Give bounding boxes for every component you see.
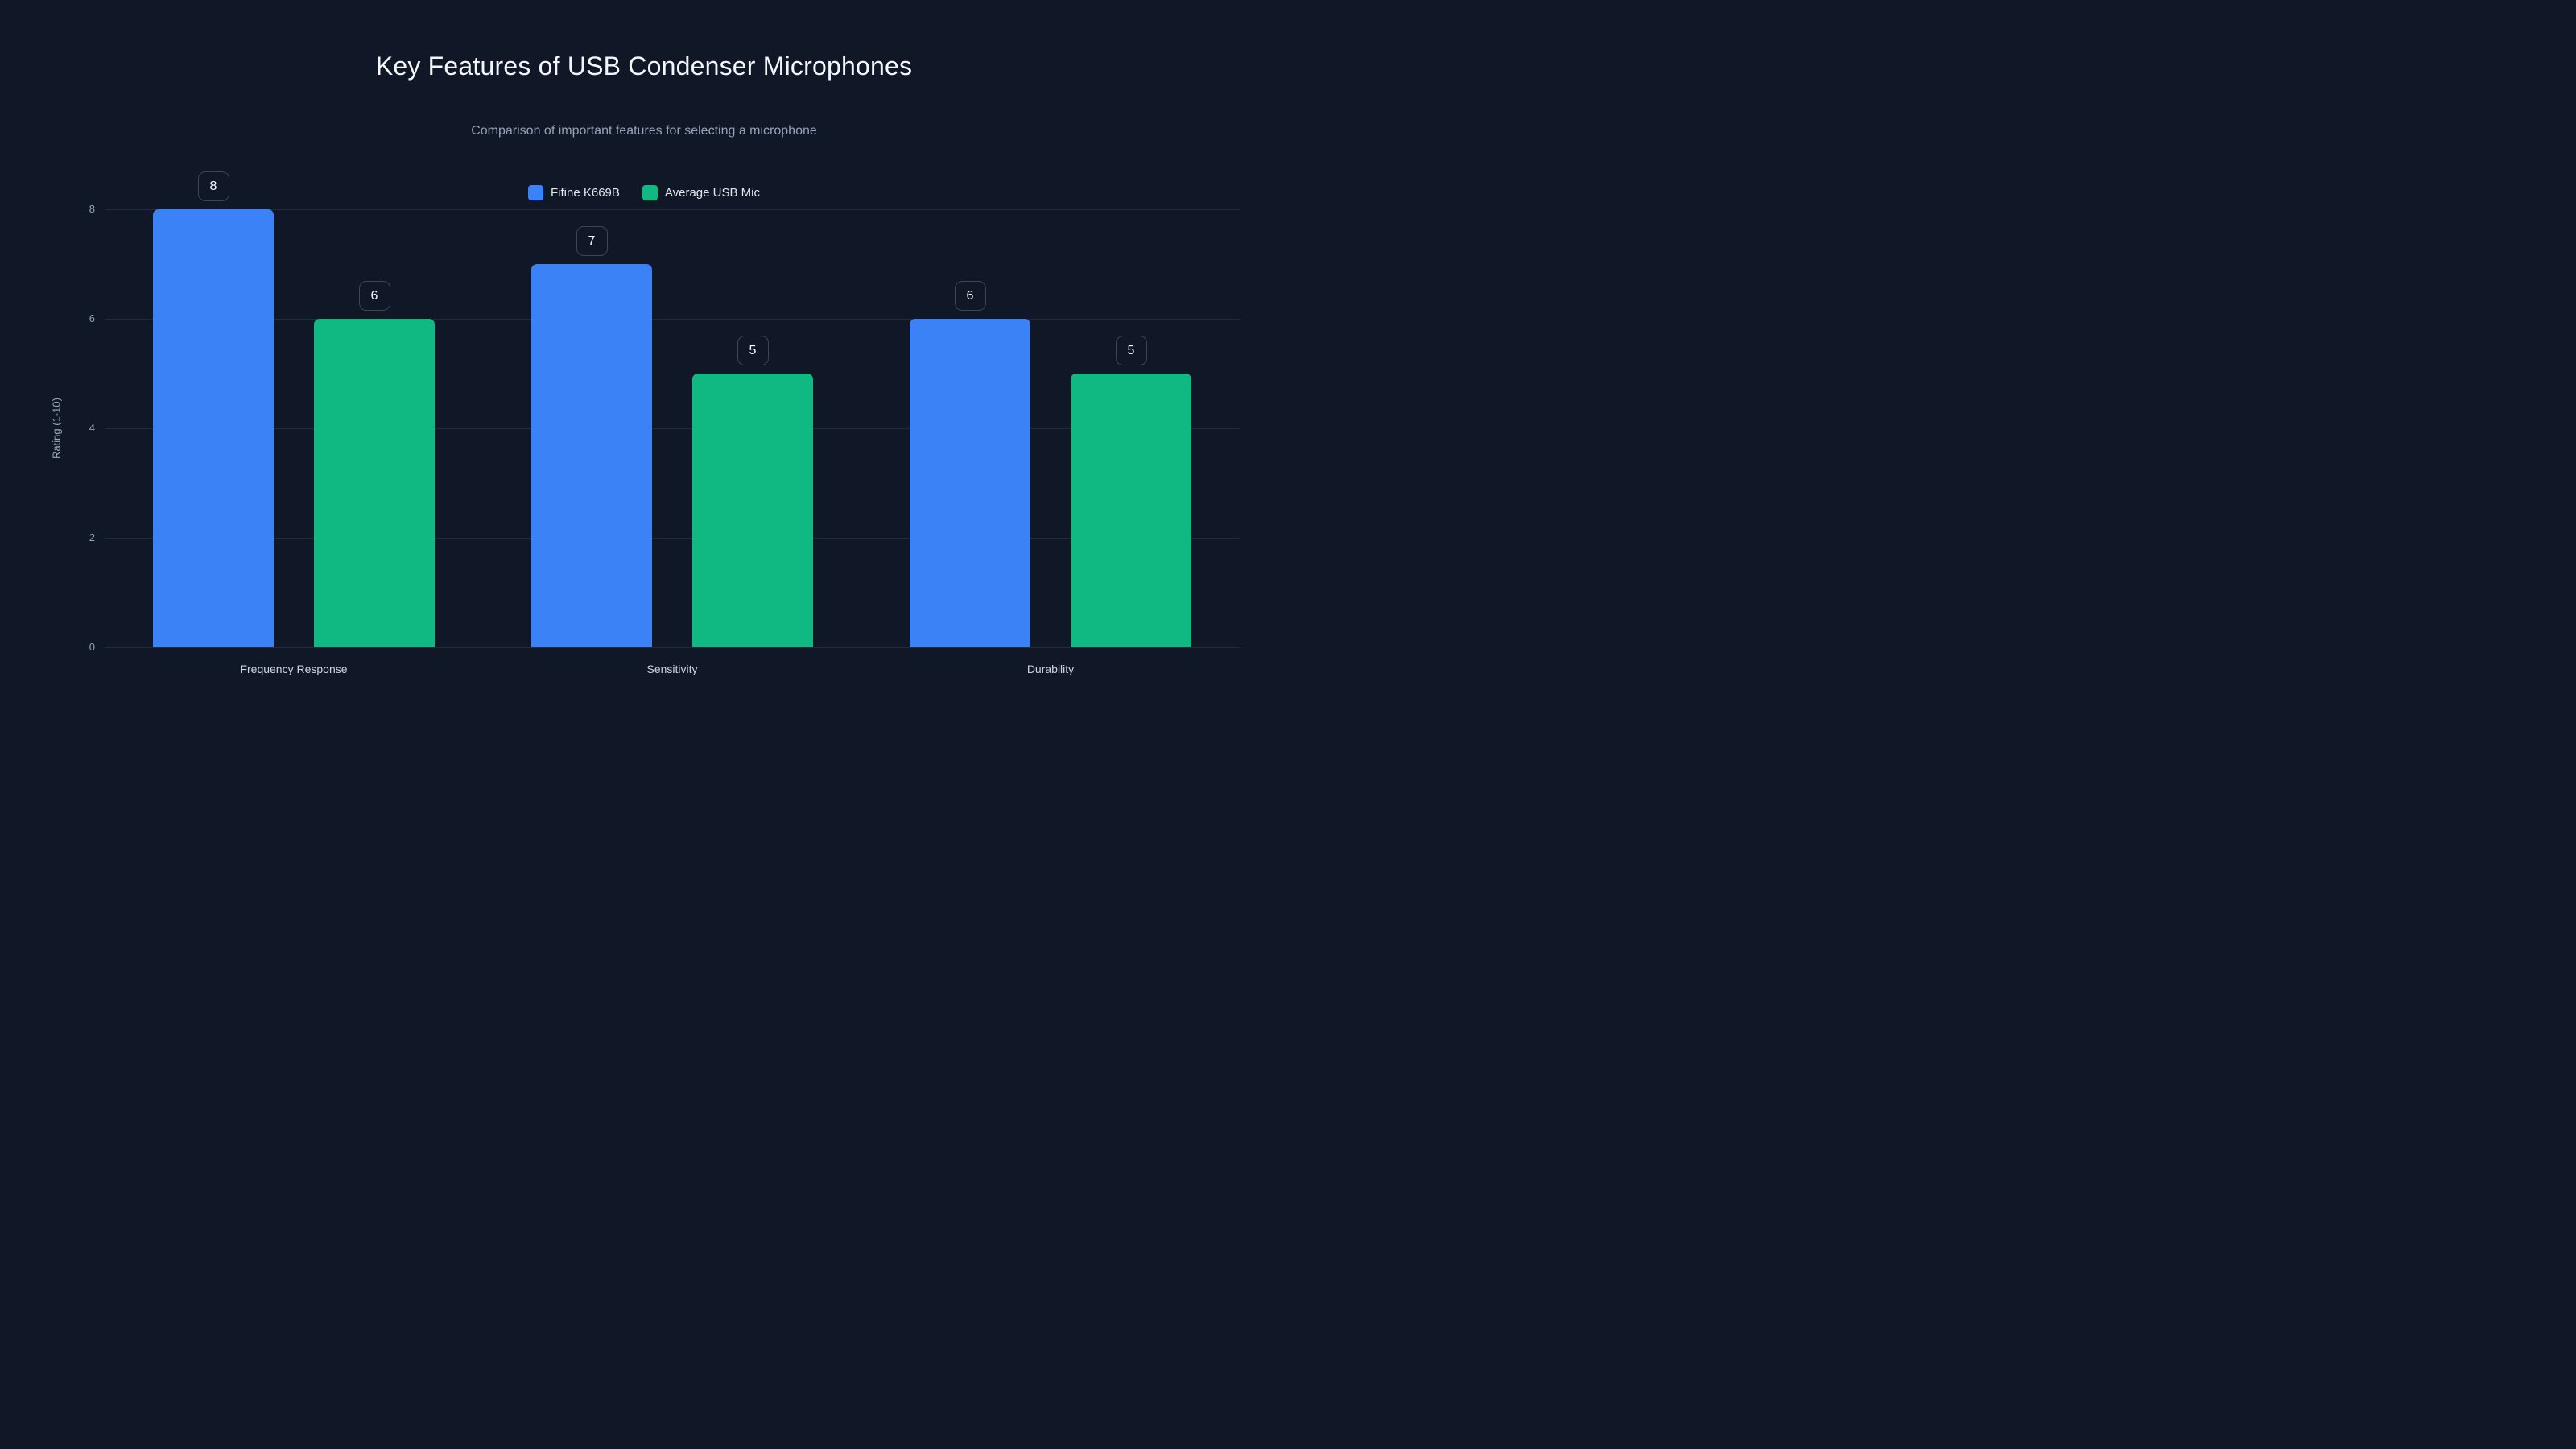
gridline-y-8 bbox=[105, 209, 1240, 210]
x-category-label: Durability bbox=[1026, 663, 1075, 675]
value-badge: 5 bbox=[737, 336, 769, 365]
legend-label: Average USB Mic bbox=[664, 186, 760, 200]
legend-item-fifine-k669b[interactable]: Fifine K669B bbox=[528, 185, 620, 200]
y-tick-label: 6 bbox=[89, 312, 95, 324]
value-badge: 7 bbox=[576, 226, 608, 256]
x-category-label: Sensitivity bbox=[646, 663, 698, 675]
x-category-label: Frequency Response bbox=[240, 663, 348, 675]
gridline-y-4 bbox=[105, 428, 1240, 429]
y-tick-label: 2 bbox=[89, 531, 95, 543]
y-tick-label: 0 bbox=[89, 641, 95, 653]
value-badge: 8 bbox=[197, 171, 229, 201]
bar-fifine-k669b-frequency-response bbox=[153, 209, 274, 647]
legend-swatch bbox=[528, 185, 543, 200]
gridline-y-2 bbox=[105, 538, 1240, 539]
bar-fifine-k669b-sensitivity bbox=[531, 264, 652, 647]
gridline-y-6 bbox=[105, 319, 1240, 320]
legend-item-average-usb-mic[interactable]: Average USB Mic bbox=[642, 185, 760, 200]
bar-average-usb-mic-sensitivity bbox=[692, 374, 813, 647]
legend: Fifine K669B Average USB Mic bbox=[0, 185, 1288, 200]
gridline-y-0 bbox=[105, 647, 1240, 648]
legend-swatch bbox=[642, 185, 658, 200]
legend-label: Fifine K669B bbox=[551, 186, 620, 200]
bar-fifine-k669b-durability bbox=[910, 319, 1030, 647]
bar-average-usb-mic-frequency-response bbox=[314, 319, 435, 647]
chart-title: Key Features of USB Condenser Microphone… bbox=[375, 52, 913, 80]
value-badge: 5 bbox=[1115, 336, 1147, 365]
value-badge: 6 bbox=[358, 281, 390, 311]
value-badge: 6 bbox=[954, 281, 986, 311]
bar-average-usb-mic-durability bbox=[1071, 374, 1191, 647]
y-tick-label: 8 bbox=[89, 203, 95, 215]
chart-subtitle: Comparison of important features for sel… bbox=[471, 124, 817, 138]
bar-chart: Key Features of USB Condenser Microphone… bbox=[0, 0, 1288, 724]
y-tick-label: 4 bbox=[89, 422, 95, 434]
